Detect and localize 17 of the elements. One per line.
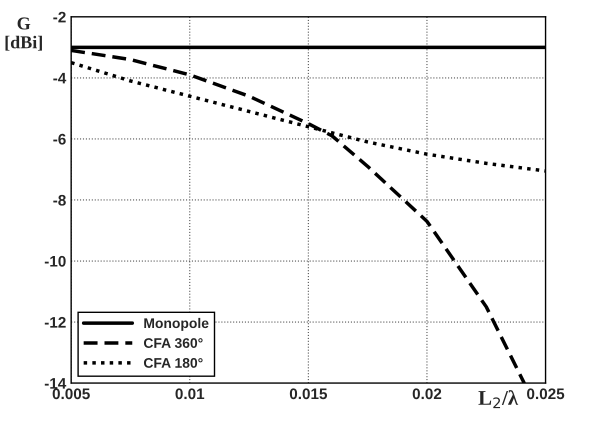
y-tick-label: -6 <box>53 134 66 145</box>
x-tick-label: 0.015 <box>290 388 328 400</box>
x-tick-label: 0.025 <box>527 388 564 400</box>
y-axis-title: G [dBi] <box>6 17 42 51</box>
legend-label: Monopole <box>144 318 208 331</box>
legend-label: CFA 360° <box>144 338 203 348</box>
x-tick-label: 0.01 <box>176 388 204 400</box>
y-tick-label: -10 <box>44 256 66 267</box>
y-tick-label: -12 <box>44 316 66 328</box>
y-tick-label: -8 <box>53 194 66 206</box>
y-tick-label: -14 <box>44 378 66 389</box>
y-tick-label: -2 <box>53 12 66 22</box>
x-tick-label: 0.02 <box>412 388 442 400</box>
legend-label: CFA 180° <box>144 358 203 368</box>
x-tick-label: 0.005 <box>52 388 90 400</box>
y-tick-label: -4 <box>53 72 66 84</box>
x-axis-title: L$_{2}$/λ <box>478 390 518 408</box>
